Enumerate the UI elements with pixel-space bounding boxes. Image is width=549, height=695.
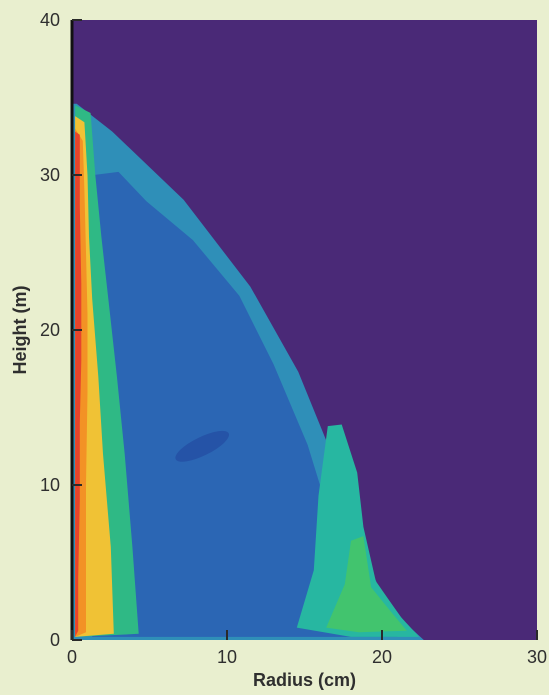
x-tick-label-20: 20	[372, 647, 392, 667]
x-axis-title: Radius (cm)	[253, 670, 356, 690]
x-tick-label-10: 10	[217, 647, 237, 667]
region-mid-band	[296, 424, 420, 637]
y-tick-label-30: 30	[40, 165, 60, 185]
x-tick-label-0: 0	[67, 647, 77, 667]
region-bright-band	[326, 536, 407, 633]
y-axis-title: Height (m)	[10, 286, 30, 375]
region-core-red	[75, 131, 82, 637]
feature-interior-spot	[175, 430, 230, 462]
y-tick-label-0: 0	[50, 630, 60, 650]
y-tick-label-20: 20	[40, 320, 60, 340]
y-tick-label-40: 40	[40, 10, 60, 30]
y-tick-label-10: 10	[40, 475, 60, 495]
x-tick-label-30: 30	[527, 647, 547, 667]
